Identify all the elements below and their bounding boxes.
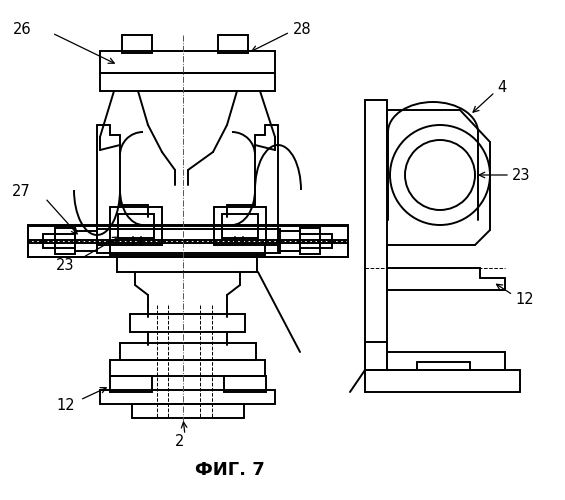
Bar — [365, 342, 387, 370]
Bar — [110, 207, 162, 245]
Text: 28: 28 — [293, 22, 312, 38]
Text: 26: 26 — [13, 22, 32, 38]
Bar — [130, 314, 245, 332]
Bar — [300, 234, 332, 248]
Bar — [222, 214, 258, 238]
Text: ФИГ. 7: ФИГ. 7 — [195, 461, 265, 479]
Bar — [214, 207, 266, 245]
Bar — [278, 231, 300, 251]
Bar — [100, 390, 275, 404]
Bar — [224, 376, 266, 392]
Bar — [97, 229, 280, 253]
Bar — [218, 35, 248, 53]
Text: 23: 23 — [56, 258, 75, 272]
Bar — [122, 35, 152, 53]
Bar — [117, 255, 257, 272]
Bar — [43, 234, 75, 248]
Bar — [55, 228, 75, 254]
Bar — [28, 243, 348, 257]
Bar — [365, 370, 520, 392]
Bar — [365, 100, 387, 370]
Bar — [28, 226, 348, 240]
Bar — [387, 352, 505, 370]
Bar — [100, 51, 275, 73]
Bar — [75, 231, 97, 251]
Text: 12: 12 — [56, 398, 75, 413]
Bar — [110, 376, 152, 392]
Bar — [132, 404, 244, 418]
Bar — [110, 360, 265, 376]
Bar — [300, 228, 320, 254]
Text: 4: 4 — [497, 80, 506, 96]
Text: 2: 2 — [175, 434, 185, 450]
Text: 23: 23 — [512, 168, 531, 182]
Bar — [100, 73, 275, 91]
Bar — [28, 225, 348, 257]
Bar — [118, 214, 154, 238]
Text: 12: 12 — [515, 292, 533, 308]
Text: 27: 27 — [12, 184, 31, 200]
Bar — [120, 343, 256, 360]
